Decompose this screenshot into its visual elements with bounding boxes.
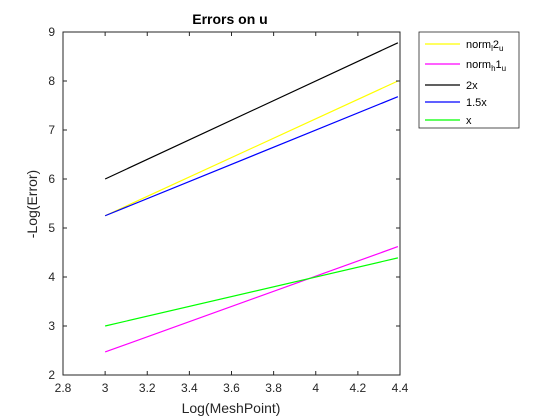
y-tick-label: 9 (48, 25, 55, 39)
y-tick-label: 4 (48, 270, 55, 284)
legend-label-main: norm (466, 59, 491, 71)
legend-label-label-sub1: h (491, 64, 495, 73)
x-tick-label: 3.6 (223, 381, 240, 395)
legend-box (418, 31, 520, 129)
legend-label-label-mid: 2 (493, 39, 499, 51)
legend-label-label-sub2: u (499, 44, 503, 53)
legend-label-main: 2x (466, 80, 478, 92)
legend-label-main: norm (466, 39, 491, 51)
legend-label-label-sub2: u (502, 64, 506, 73)
legend-label-label-sub1: l (491, 44, 493, 53)
x-tick-label: 3 (102, 381, 109, 395)
legend-label-main: 1.5x (466, 97, 487, 109)
x-tick-label: 4.2 (350, 381, 367, 395)
x-tick-label: 3.2 (139, 381, 156, 395)
legend-label-main: x (466, 115, 472, 127)
x-tick-label: 2.8 (55, 381, 72, 395)
series-line-2x (104, 42, 399, 180)
y-tick-label: 5 (48, 221, 55, 235)
tick-layer: 2.8 3 3.2 3.4 3.6 3.8 4 4.2 4.4 2 3 4 5 6 7 8 9 (48, 25, 408, 395)
y-tick-label: 7 (48, 123, 55, 137)
y-axis-title: -Log(Error) (24, 170, 40, 238)
y-tick-label: 6 (48, 172, 55, 186)
legend-label: 1.5x (466, 97, 487, 109)
x-tick-label: 4.4 (392, 381, 409, 395)
x-tick-label: 3.4 (181, 381, 198, 395)
chart-title: Errors on u (192, 11, 267, 27)
series-layer (104, 42, 399, 353)
legend-label: x (466, 115, 472, 127)
series-line-1-5x (104, 96, 399, 217)
x-tick-label: 4 (312, 381, 319, 395)
x-axis-title: Log(MeshPoint) (182, 400, 281, 416)
series-line-norm-h1-u (104, 246, 399, 353)
legend-label-label-mid: 1 (496, 59, 502, 71)
series-line-x (104, 257, 399, 327)
x-tick-label: 3.8 (265, 381, 282, 395)
plot-area (62, 31, 401, 376)
legend-label: 2x (466, 80, 478, 92)
legend-label: norml2u (466, 39, 503, 53)
legend-label: normh1u (466, 59, 506, 73)
y-tick-label: 8 (48, 74, 55, 88)
series-line-norm-l2-u (104, 80, 399, 217)
y-tick-label: 2 (48, 368, 55, 382)
y-tick-label: 3 (48, 319, 55, 333)
